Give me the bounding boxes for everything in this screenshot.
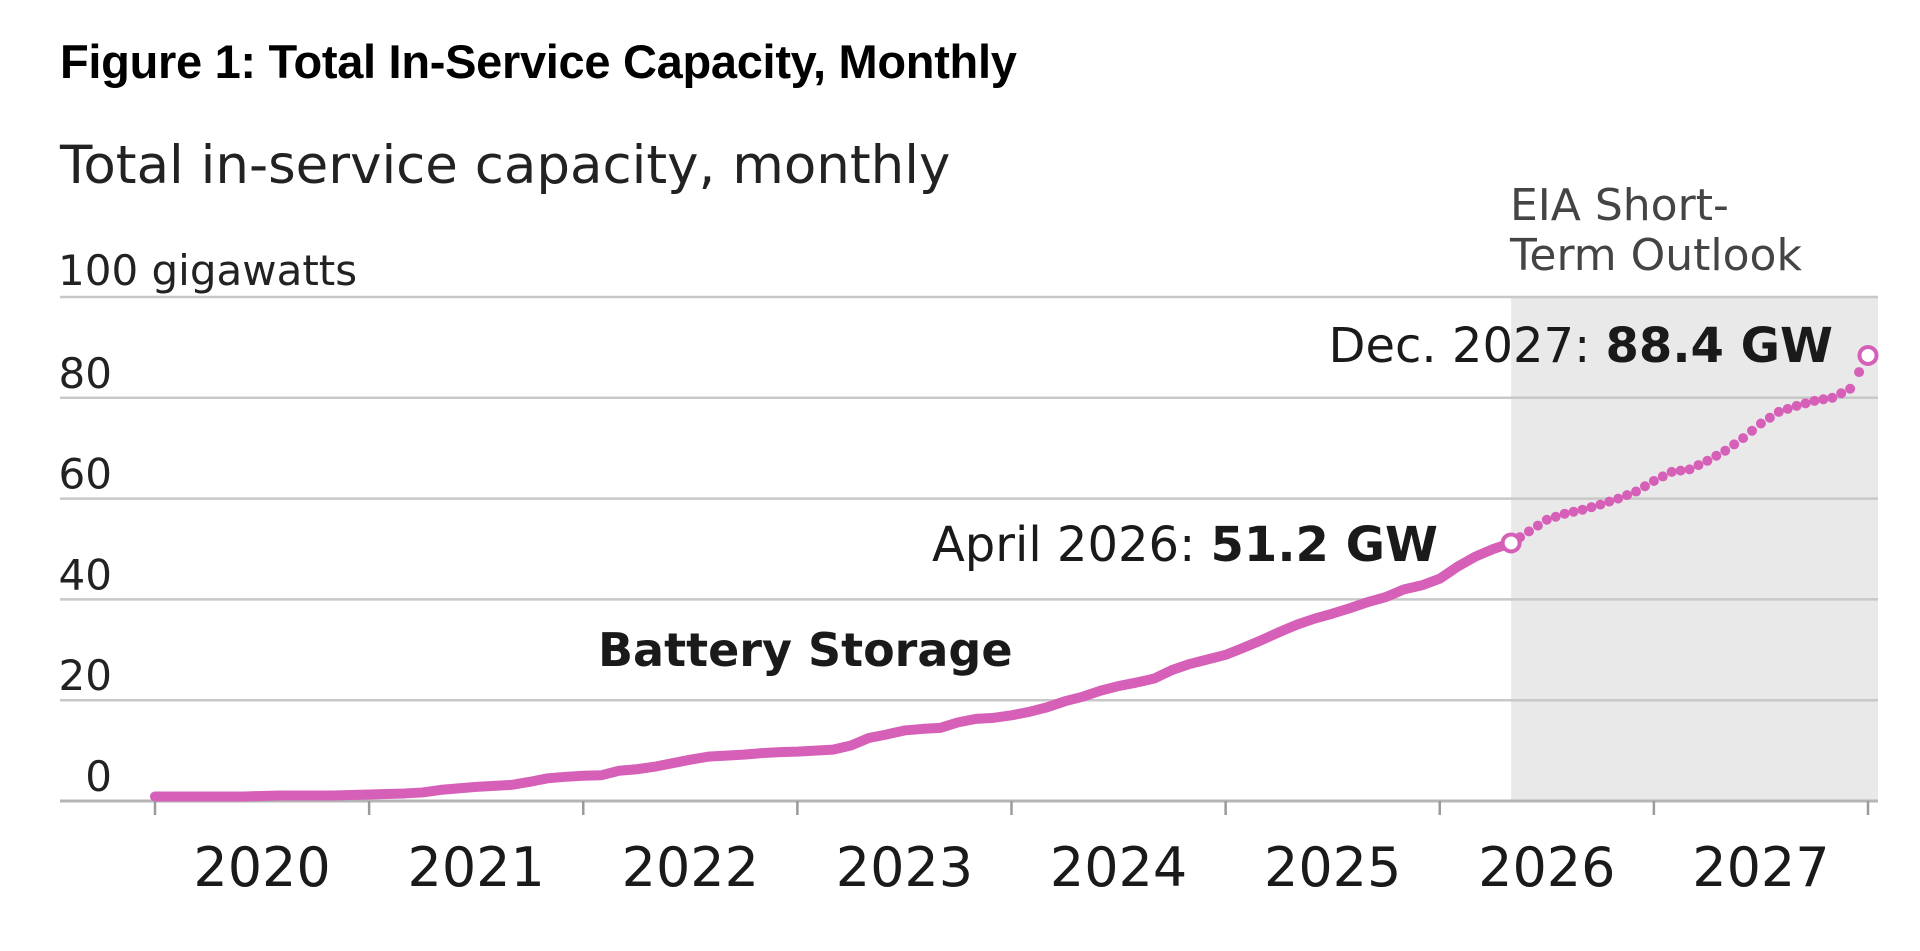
forecast-dot <box>1836 388 1847 399</box>
annotation-prefix: Dec. 2027: <box>1329 318 1606 374</box>
chart-title: Total in-service capacity, monthly <box>59 135 950 196</box>
forecast-dot <box>1532 520 1543 531</box>
forecast-dot <box>1559 508 1570 519</box>
chart-text: 0 20 40 60 80 100 gigawatts 2020 2021 2022 2023 20… <box>58 135 1833 899</box>
forecast-dot <box>1631 486 1642 497</box>
shaded-region-label: EIA Short- <box>1510 180 1729 231</box>
forecast-dot <box>1586 502 1597 513</box>
forecast-dot <box>1738 433 1749 444</box>
annotation-marker <box>1500 532 1522 554</box>
forecast-dot <box>1684 464 1695 475</box>
y-tick-label: 100 gigawatts <box>58 246 357 295</box>
forecast-dot <box>1773 406 1784 417</box>
annotation-value: 51.2 GW <box>1211 517 1438 573</box>
forecast-dot <box>1711 450 1722 461</box>
forecast-dot <box>1818 394 1829 405</box>
x-tick-label: 2026 <box>1478 836 1615 899</box>
forecast-dot <box>1550 511 1561 522</box>
forecast-dot <box>1675 465 1686 476</box>
x-tick-label: 2023 <box>836 836 973 899</box>
y-tick-label: 80 <box>59 349 112 398</box>
y-tick-label: 20 <box>59 651 112 700</box>
shaded-region-label: Term Outlook <box>1509 230 1802 281</box>
forecast-shade-rect <box>1511 297 1878 801</box>
y-tick-label: 40 <box>59 550 112 599</box>
forecast-dot <box>1702 455 1713 466</box>
forecast-dot <box>1639 481 1650 492</box>
forecast-dot <box>1755 418 1766 429</box>
forecast-dot <box>1845 383 1856 394</box>
x-axis <box>153 801 1870 815</box>
x-tick-label: 2024 <box>1050 836 1187 899</box>
forecast-dot <box>1827 392 1838 403</box>
y-tick-label: 0 <box>85 752 112 801</box>
x-tick-label: 2021 <box>407 836 544 899</box>
forecast-dot <box>1541 514 1552 525</box>
forecast-dot <box>1577 504 1588 515</box>
x-tick-label: 2025 <box>1264 836 1401 899</box>
forecast-dot <box>1657 471 1668 482</box>
figure-title: Figure 1: Total In-Service Capacity, Mon… <box>60 35 1017 88</box>
forecast-dot <box>1800 398 1811 409</box>
forecast-dot <box>1666 466 1677 477</box>
annotation-label: April 2026: 51.2 GW <box>932 517 1438 573</box>
forecast-dot <box>1693 460 1704 471</box>
annotation-value: 88.4 GW <box>1606 318 1833 374</box>
forecast-dot <box>1613 493 1624 504</box>
annotation-marker <box>1857 344 1879 366</box>
solid-series-line <box>150 537 1517 802</box>
annotation-label: Dec. 2027: 88.4 GW <box>1329 318 1833 374</box>
forecast-dot <box>1782 403 1793 414</box>
y-tick-label: 60 <box>59 450 112 499</box>
x-tick-label: 2020 <box>193 836 330 899</box>
forecast-dot <box>1809 395 1820 406</box>
x-tick-label: 2027 <box>1692 836 1829 899</box>
forecast-dot <box>1604 496 1615 507</box>
annotation-prefix: April 2026: <box>932 517 1211 573</box>
forecast-dot <box>1720 445 1731 456</box>
forecast-dot <box>1648 475 1659 486</box>
forecast-dot <box>1854 367 1865 378</box>
series-lines <box>150 344 1879 802</box>
forecast-shaded-region <box>1511 297 1878 801</box>
gridlines <box>60 295 1878 803</box>
forecast-dot <box>1747 425 1758 436</box>
forecast-dot <box>1764 412 1775 423</box>
forecast-dot <box>1729 439 1740 450</box>
forecast-dot <box>1791 400 1802 411</box>
forecast-dot <box>1568 506 1579 517</box>
series-label: Battery Storage <box>598 623 1013 677</box>
x-tick-label: 2022 <box>622 836 759 899</box>
forecast-dot <box>1595 499 1606 510</box>
forecast-dot <box>1523 526 1534 537</box>
forecast-dot <box>1622 490 1633 501</box>
